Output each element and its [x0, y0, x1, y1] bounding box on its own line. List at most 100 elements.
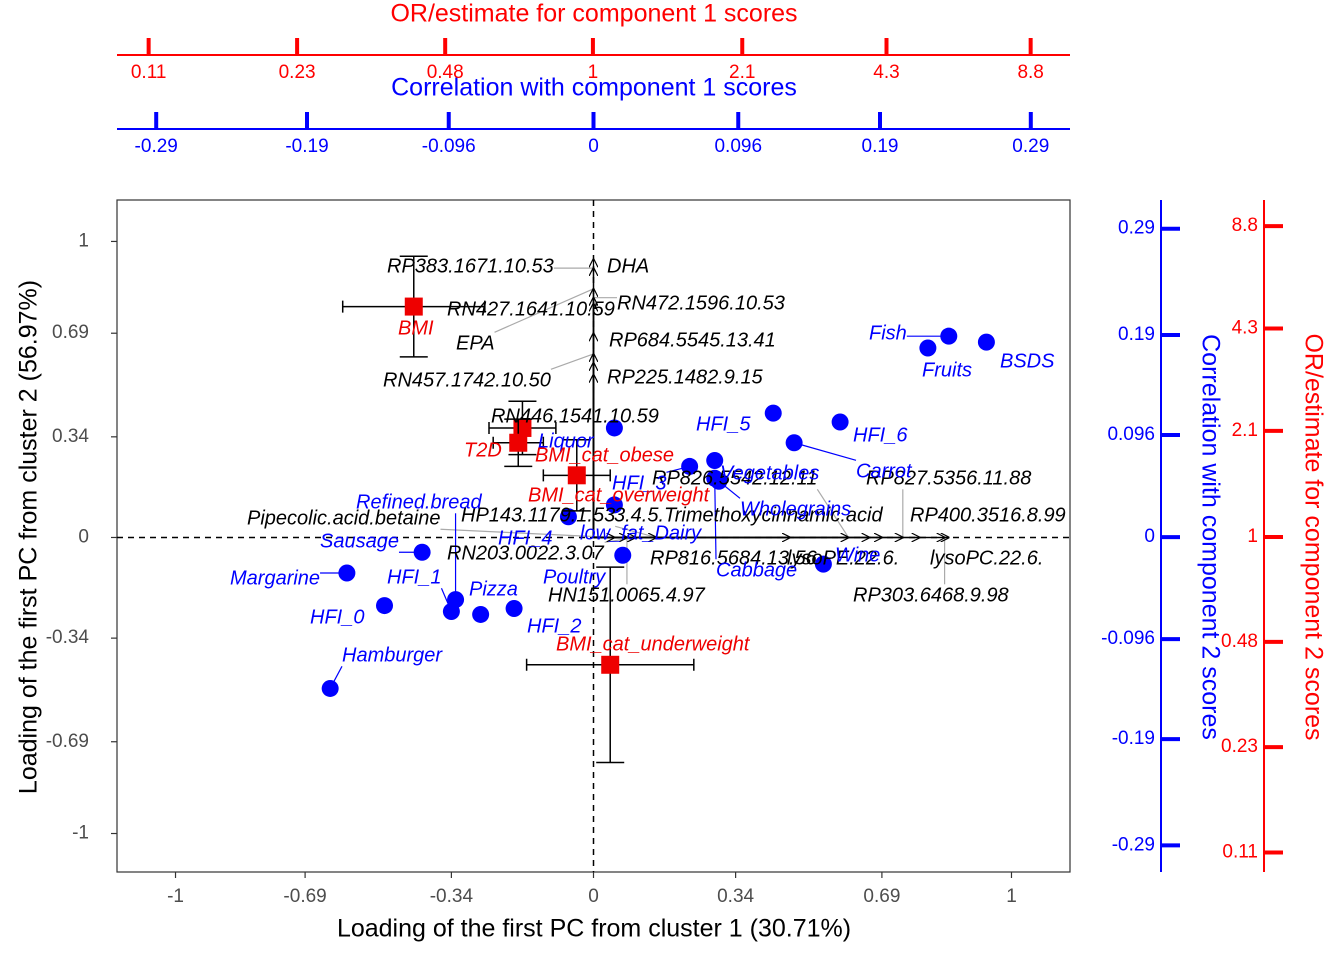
- right-axis-tick-label: -0.29: [1112, 834, 1155, 855]
- point: [785, 434, 803, 452]
- label-connector: [494, 288, 594, 333]
- point-label: Fish: [869, 322, 907, 344]
- outcome-label: BMI_cat_obese: [535, 444, 674, 466]
- top-axis-tick-label: 0.096: [714, 136, 762, 157]
- vector-label: Pipecolic.acid.betaine: [247, 507, 440, 529]
- outcome-square: [404, 297, 423, 316]
- point: [706, 469, 724, 487]
- label-connector: [714, 478, 717, 560]
- vector-label: RP684.5545.13.41: [609, 329, 776, 351]
- vector-label: RP400.3516.8.99: [910, 504, 1066, 526]
- x-tick-label: 0.69: [863, 886, 900, 907]
- point: [559, 508, 577, 526]
- outcome-label: T2D: [464, 439, 502, 461]
- vector-label: RN203.0022.3.07: [447, 542, 605, 564]
- outcome-label: BMI_cat_underweight: [556, 633, 751, 655]
- label-connector: [440, 528, 615, 539]
- point-label: Cabbage: [716, 559, 797, 581]
- right-axis-tick-label: 8.8: [1232, 215, 1258, 236]
- vector-label: RN427.1641.10.59: [447, 298, 615, 320]
- top-axis-tick-label: 0.19: [862, 136, 899, 157]
- point-label: Wholegrains: [740, 498, 851, 520]
- right-axis-tick-label: 4.3: [1232, 317, 1258, 338]
- point: [919, 339, 937, 357]
- vector-label: HN151.0065.4.97: [548, 584, 706, 606]
- outcome-square: [601, 655, 620, 674]
- right-axis-tick-label: 0.23: [1221, 736, 1258, 757]
- vector-label: RP827.5356.11.88: [866, 467, 1031, 489]
- vector-label: RP225.1482.9.15: [607, 366, 764, 388]
- vector-label: RP826.5542.12.11: [652, 467, 817, 489]
- x-tick-label: 0.34: [717, 886, 754, 907]
- x-axis-title: Loading of the first PC from cluster 1 (…: [337, 915, 851, 943]
- outcome-label: BMI_cat_overweight: [528, 484, 711, 506]
- top-axis-title: Correlation with component 1 scores: [391, 74, 797, 102]
- top-axis-tick-label: 0.11: [131, 62, 167, 83]
- vector-label: 3.4.5.Trimethoxycinnamic.acid: [614, 504, 884, 526]
- right-axis-tick-label: 0.48: [1221, 631, 1258, 652]
- point: [940, 327, 958, 345]
- top-axis-tick-label: 4.3: [873, 62, 899, 83]
- point-label: Poultry: [543, 566, 606, 588]
- point-label: Vegetables: [720, 462, 819, 484]
- vector-label: lysoPC.22.6.: [930, 547, 1043, 569]
- point: [376, 597, 394, 615]
- point: [681, 457, 699, 475]
- right-axis-tick-label: 0.19: [1118, 324, 1155, 345]
- right-axis-tick-label: 0.11: [1222, 842, 1258, 863]
- x-tick-label: -0.69: [283, 886, 326, 907]
- point-label: Wine: [835, 544, 880, 566]
- outcome-label: BMI: [398, 317, 434, 339]
- top-axis-tick-label: 0.29: [1012, 136, 1049, 157]
- point: [413, 543, 431, 561]
- y-tick-label: 0.69: [52, 322, 89, 343]
- y-tick-label: 1: [78, 230, 89, 251]
- marks: [321, 255, 995, 764]
- top-axis-title: OR/estimate for component 1 scores: [390, 0, 797, 28]
- vector-label: RP303.6468.9.98: [853, 584, 1009, 606]
- x-tick-label: 1: [1006, 886, 1017, 907]
- right-axis-tick-label: 0.29: [1118, 218, 1155, 239]
- point: [814, 555, 832, 573]
- point-label: Hamburger: [342, 644, 443, 666]
- right-axis-tick-label: 0: [1144, 526, 1155, 547]
- point: [605, 496, 623, 514]
- point: [614, 546, 632, 564]
- point-label: Pizza: [469, 578, 518, 600]
- point-label: Fruits: [922, 359, 972, 381]
- point: [831, 413, 849, 431]
- right-axis-title: OR/estimate for component 2 scores: [1299, 333, 1327, 740]
- point: [321, 679, 339, 697]
- point: [706, 452, 724, 470]
- outcome-square: [567, 466, 586, 485]
- point-label: Refined.bread: [356, 491, 483, 513]
- right-axis-tick-label: 1: [1247, 526, 1258, 547]
- vector-label: RN457.1742.10.50: [383, 369, 551, 391]
- top-axis-tick-label: -0.29: [135, 136, 178, 157]
- y-axis-title: Loading of the first PC from cluster 2 (…: [15, 280, 43, 794]
- y-tick-label: 0.34: [52, 426, 89, 447]
- label-connector: [793, 442, 857, 461]
- point: [764, 404, 782, 422]
- point-label: Liquor: [538, 430, 595, 452]
- vector-label: lysoPE.22.6.: [787, 547, 899, 569]
- point-label: HFI_2: [527, 615, 581, 637]
- vector-label: RP816.5684.13.56: [650, 547, 818, 569]
- vector-label: RN446.1541.10.59: [491, 405, 659, 427]
- point: [472, 605, 490, 623]
- label-connector: [816, 488, 849, 538]
- right-axis-tick-label: -0.096: [1101, 628, 1155, 649]
- point-label: Margarine: [230, 567, 320, 589]
- top-axis-tick-label: -0.096: [422, 136, 476, 157]
- point-label: Carrot: [856, 460, 913, 482]
- point-label: HFI_5: [696, 413, 751, 435]
- y-tick-label: 0: [78, 526, 89, 547]
- right-axis-title: Correlation with component 2 scores: [1196, 334, 1224, 740]
- top-axis-tick-label: 2.1: [729, 62, 755, 83]
- y-tick-label: -0.34: [46, 627, 90, 648]
- x-tick-label: -0.34: [430, 886, 474, 907]
- point-label: HFI_4: [498, 527, 552, 549]
- point-label: HFI_1: [387, 566, 441, 588]
